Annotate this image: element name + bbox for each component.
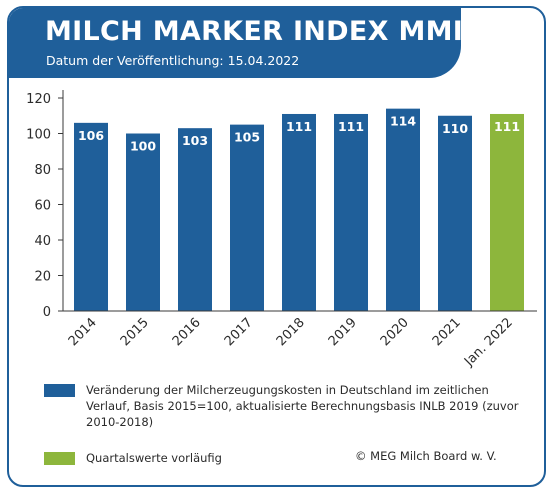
x-tick-label: 2016 xyxy=(170,315,204,349)
y-tick-label: 120 xyxy=(26,92,51,107)
y-tick-label: 100 xyxy=(26,128,51,143)
bar-chart: 0 20 40 60 80 100 120 106 2014 100 2015 103 2016 105 2… xyxy=(26,90,537,370)
bar xyxy=(126,133,160,311)
bar xyxy=(490,113,524,311)
x-tick-label: 2018 xyxy=(274,315,308,349)
x-tick-label: 2019 xyxy=(326,315,360,349)
legend-swatch-annual xyxy=(44,384,75,397)
publication-date: Datum der Veröffentlichung: 15.04.2022 xyxy=(46,53,300,68)
legend-label-annual: Veränderung der Milcherzeugungskosten in… xyxy=(86,383,519,429)
x-tick-label: Jan. 2022 xyxy=(461,315,516,370)
bar-data-label: 114 xyxy=(390,114,416,129)
bar-data-label: 100 xyxy=(130,139,156,154)
x-tick-label: 2014 xyxy=(66,315,100,349)
bar xyxy=(386,108,420,312)
bar-data-label: 106 xyxy=(78,128,104,143)
bar xyxy=(438,115,472,311)
bar xyxy=(282,113,316,311)
copyright-notice: © MEG Milch Board w. V. xyxy=(355,449,497,463)
bar xyxy=(230,124,264,311)
bar xyxy=(74,122,108,311)
bar-data-label: 105 xyxy=(234,130,260,145)
bar-data-label: 103 xyxy=(182,133,208,148)
bar-data-label: 110 xyxy=(442,121,468,136)
y-tick-label: 0 xyxy=(43,305,51,320)
x-tick-label: 2015 xyxy=(118,315,152,349)
legend-label-preliminary: Quartalswerte vorläufig xyxy=(86,451,222,465)
x-tick-label: 2017 xyxy=(222,315,256,349)
bar xyxy=(178,128,212,311)
y-tick-label: 20 xyxy=(34,270,51,285)
x-tick-label: 2021 xyxy=(430,315,464,349)
y-tick-label: 80 xyxy=(34,163,51,178)
bar xyxy=(334,113,368,311)
y-tick-label: 40 xyxy=(34,234,51,249)
bar-data-label: 111 xyxy=(494,119,520,134)
x-tick-label: 2020 xyxy=(378,315,412,349)
bar-data-label: 111 xyxy=(286,119,312,134)
page-title: MILCH MARKER INDEX MMI xyxy=(45,16,464,47)
y-tick-label: 60 xyxy=(34,199,51,214)
header-banner: MILCH MARKER INDEX MMI Datum der Veröffe… xyxy=(9,8,464,78)
bar-data-label: 111 xyxy=(338,119,364,134)
legend-swatch-preliminary xyxy=(44,452,75,465)
